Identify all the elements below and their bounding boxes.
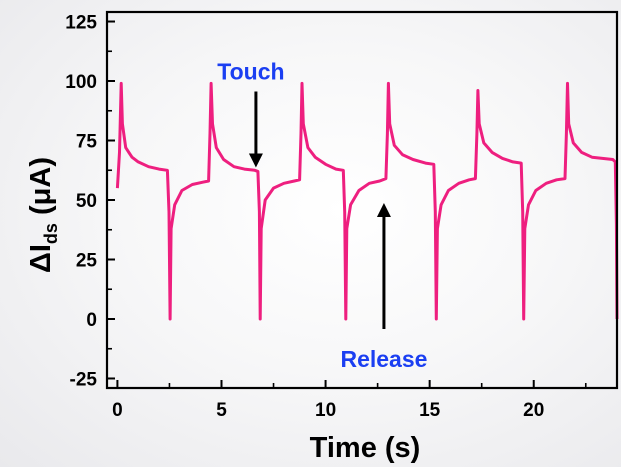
x-tick-label: 5 xyxy=(216,400,227,421)
touch-annotation: Touch xyxy=(217,58,285,168)
ticks-layer: -25 0 25 50 75 100 125 0 5 10 15 20 xyxy=(65,13,587,421)
series-line xyxy=(115,81,619,321)
y-tick-label: 50 xyxy=(76,191,97,212)
y-tick-label: 0 xyxy=(86,310,97,331)
y-tick-label: 75 xyxy=(76,132,98,153)
y-axis-title: ΔIds (μA) xyxy=(25,157,61,273)
x-tick-label: 10 xyxy=(315,400,336,421)
annotation-label: Release xyxy=(340,346,427,372)
y-tick-label: 125 xyxy=(65,13,97,34)
annotation-arrow-head xyxy=(376,203,391,217)
y-axis-title-main: ΔI xyxy=(25,244,57,273)
x-tick-label: 15 xyxy=(419,400,441,421)
annot-layer: Touch Release xyxy=(217,58,427,372)
x-tick-label: 20 xyxy=(523,400,544,421)
annotation-arrow-head xyxy=(248,153,263,168)
plot-frame xyxy=(105,10,619,390)
y-tick-label: -25 xyxy=(70,369,98,390)
x-axis-title: Time (s) xyxy=(310,432,421,464)
annotation-label: Touch xyxy=(217,58,284,84)
release-annotation: Release xyxy=(340,203,427,372)
x-tick-label: 0 xyxy=(112,400,123,421)
y-tick-label: 100 xyxy=(65,72,97,93)
y-axis-title-unit: (μA) xyxy=(25,157,57,223)
y-tick-label: 25 xyxy=(76,250,98,271)
y-axis-title-subscript: ds xyxy=(41,223,61,244)
